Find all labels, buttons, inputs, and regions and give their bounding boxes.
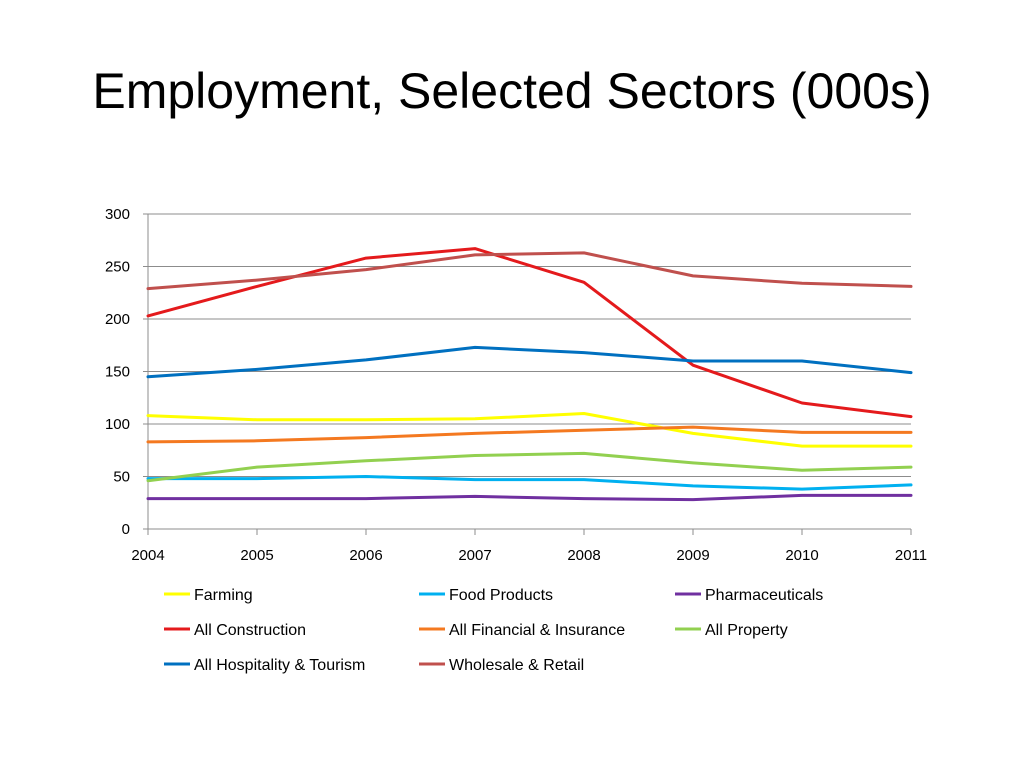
- x-tick-labels: 2004 2005 2006 2007 2008 2009 2010 2011: [131, 547, 927, 564]
- x-tick-label: 2011: [895, 547, 927, 564]
- y-tick-label: 100: [105, 416, 130, 433]
- x-tick-label: 2009: [676, 547, 709, 564]
- legend-label: Farming: [194, 587, 253, 604]
- gridlines: [148, 213, 911, 477]
- series-line-4: [146, 425, 913, 444]
- legend-item: Pharmaceuticals: [675, 587, 823, 604]
- y-tick-label: 300: [105, 206, 130, 223]
- x-tick-label: 2008: [567, 547, 600, 564]
- y-tick-label: 0: [122, 521, 130, 538]
- x-tick-label: 2007: [458, 547, 491, 564]
- series-line-2: [146, 493, 913, 502]
- series-line-6: [146, 345, 913, 379]
- legend: Farming Food Products Pharmaceuticals All C…: [164, 587, 823, 674]
- legend-label: All Construction: [194, 622, 306, 639]
- legend-item: All Hospitality & Tourism: [164, 657, 365, 674]
- axes: [143, 213, 912, 535]
- y-tick-label: 50: [113, 469, 130, 486]
- legend-item: All Property: [675, 622, 788, 639]
- legend-item: Wholesale & Retail: [419, 657, 584, 674]
- legend-label: Pharmaceuticals: [705, 587, 823, 604]
- series-lines: [146, 247, 913, 502]
- legend-label: All Financial & Insurance: [449, 622, 625, 639]
- legend-item: Food Products: [419, 587, 553, 604]
- x-tick-label: 2005: [240, 547, 273, 564]
- x-tick-label: 2006: [349, 547, 382, 564]
- y-tick-labels: 0 50 100 150 200 250 300: [105, 206, 130, 538]
- legend-item: Farming: [164, 587, 253, 604]
- series-line-0: [146, 412, 913, 448]
- series-line-3: [146, 247, 913, 419]
- y-tick-label: 200: [105, 311, 130, 328]
- series-line-1: [146, 475, 913, 491]
- legend-item: All Financial & Insurance: [419, 622, 625, 639]
- x-tick-label: 2004: [131, 547, 164, 564]
- legend-label: Wholesale & Retail: [449, 657, 584, 674]
- legend-label: All Property: [705, 622, 788, 639]
- series-line-7: [146, 251, 913, 291]
- y-tick-label: 250: [105, 259, 130, 276]
- slide-title: Employment, Selected Sectors (000s): [92, 63, 932, 119]
- x-tick-label: 2010: [785, 547, 818, 564]
- legend-label: All Hospitality & Tourism: [194, 657, 365, 674]
- series-line-5: [146, 451, 913, 483]
- legend-item: All Construction: [164, 622, 306, 639]
- legend-label: Food Products: [449, 587, 553, 604]
- y-tick-label: 150: [105, 364, 130, 381]
